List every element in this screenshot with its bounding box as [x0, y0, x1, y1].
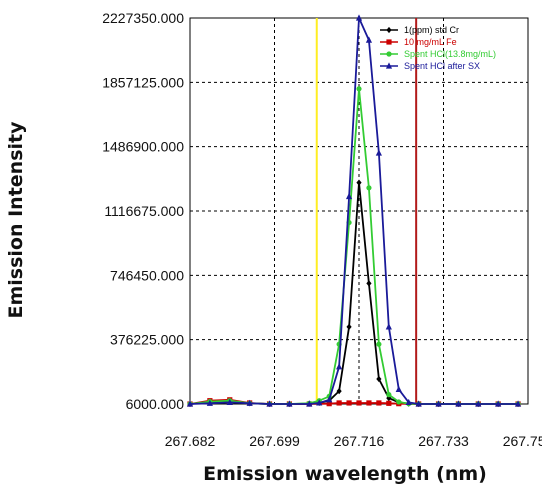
data-point — [376, 400, 382, 406]
data-point — [356, 400, 362, 406]
data-point — [266, 400, 273, 407]
y-tick-label: 2227350.000 — [102, 10, 184, 26]
data-point — [336, 363, 343, 370]
data-point — [346, 400, 352, 406]
legend: 1(ppm) std Cr 10 mg/mL Fe Spent HCl(13.8mg… — [380, 25, 496, 71]
data-point — [316, 399, 323, 406]
data-point — [366, 280, 372, 287]
y-tick-label: 376225.000 — [110, 332, 184, 348]
data-point — [376, 341, 382, 347]
data-point — [226, 398, 233, 406]
y-tick-label: 746450.000 — [110, 267, 184, 283]
data-point — [386, 392, 392, 398]
data-point — [336, 400, 342, 406]
data-point — [206, 399, 213, 406]
x-tick-label: 267.733 — [418, 433, 469, 449]
data-point — [475, 400, 482, 407]
y-tick-label: 6000.000 — [126, 396, 185, 412]
data-point — [186, 400, 194, 407]
x-tick-label: 267.699 — [249, 433, 300, 449]
data-point — [376, 375, 382, 383]
y-tick-label: 1486900.000 — [102, 139, 184, 155]
data-point — [386, 51, 392, 57]
data-point — [385, 323, 392, 330]
data-point — [386, 400, 392, 406]
data-point — [345, 192, 353, 200]
series — [186, 14, 522, 407]
vertical-markers — [315, 18, 418, 404]
data-point — [355, 14, 363, 21]
data-point — [336, 388, 342, 395]
x-tick-label: 267.716 — [334, 433, 385, 449]
legend-entry-label: 1(ppm) std Cr — [404, 25, 459, 35]
data-point — [435, 400, 442, 407]
data-point — [495, 400, 502, 407]
data-point — [405, 398, 412, 406]
y-axis-title: Emission Intensity — [5, 121, 27, 319]
data-point — [385, 62, 393, 69]
data-point — [386, 39, 392, 45]
x-tick-label: 267.682 — [165, 433, 216, 449]
data-point — [306, 400, 313, 407]
legend-entry-label: Spent HCl after SX — [404, 61, 480, 71]
series-layer — [186, 14, 522, 408]
y-tick-label: 1116675.000 — [104, 203, 184, 219]
data-point — [366, 400, 372, 406]
data-point — [366, 185, 372, 191]
tick-labels: 6000.000 376225.000 746450.000 1116675.000 1… — [102, 10, 542, 449]
data-point — [246, 399, 253, 406]
y-tick-label: 1857125.000 — [102, 74, 184, 90]
data-point — [326, 401, 332, 407]
x-tick-label: 267.750 — [503, 433, 542, 449]
data-point — [346, 323, 352, 330]
data-point — [356, 86, 362, 92]
data-point — [395, 385, 402, 393]
grid-lines — [190, 18, 528, 404]
data-point — [455, 400, 462, 407]
data-point — [415, 400, 422, 407]
data-point — [326, 396, 333, 403]
data-point — [514, 400, 522, 407]
data-point — [365, 36, 373, 43]
legend-entry-label: 10 mg/mL Fe — [404, 37, 457, 47]
x-axis-title: Emission wavelength (nm) — [203, 463, 487, 485]
data-point — [396, 399, 402, 405]
data-point — [286, 400, 293, 407]
legend-entry-label: Spent HCl(13.8mg/mL) — [404, 49, 496, 59]
data-point — [386, 26, 392, 34]
data-point — [386, 394, 392, 402]
data-point — [356, 179, 362, 186]
data-point — [375, 149, 382, 156]
